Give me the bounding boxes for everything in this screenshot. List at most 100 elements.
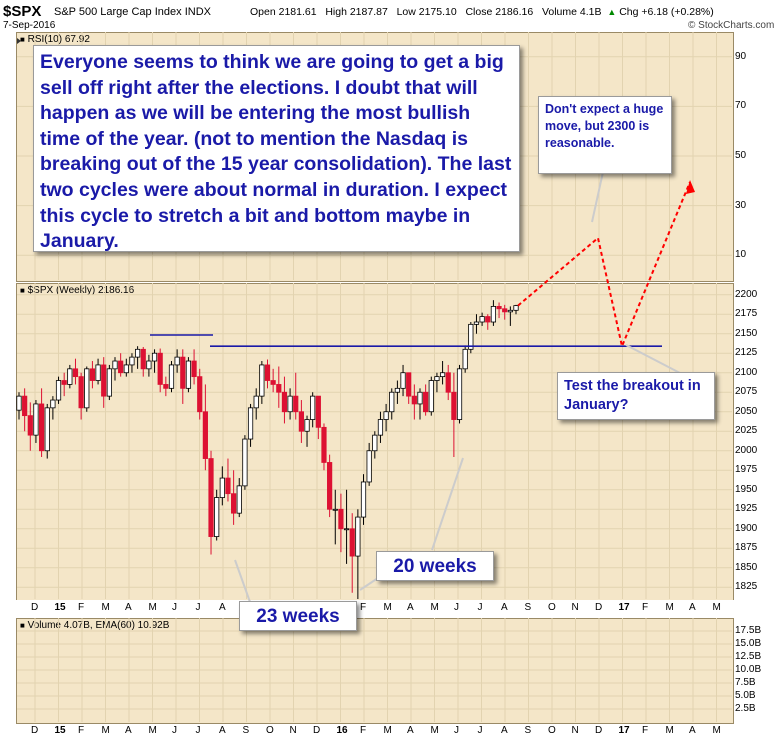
axis-tick-label: 1925 — [735, 503, 758, 515]
x-axis-label: D — [31, 725, 39, 736]
candle-body — [242, 438, 248, 487]
x-axis-label: 15 — [54, 602, 66, 613]
rsi-series-pointer-icon — [17, 38, 21, 44]
x-axis-label: M — [383, 602, 392, 613]
forecast-arrowhead-icon — [686, 180, 695, 194]
candle-body — [338, 508, 344, 530]
exchange-label: INDX — [184, 6, 211, 18]
candle-body — [349, 528, 355, 557]
candle-body — [253, 395, 259, 409]
candle-body — [16, 395, 22, 411]
candle-body — [428, 380, 434, 413]
candle-body — [106, 368, 112, 397]
candlesticks — [16, 300, 519, 599]
candle-body — [468, 323, 474, 350]
brand-label: © StockCharts.com — [688, 20, 775, 31]
pointer-forecast-note — [591, 171, 604, 223]
change-value: Chg +6.18 (+0.28%) — [619, 6, 714, 18]
candle-body — [502, 308, 508, 313]
candle-body — [27, 415, 33, 436]
axis-tick-label: 2000 — [735, 444, 758, 456]
candle-body — [298, 411, 304, 432]
candle-body — [383, 411, 389, 420]
candle-body — [434, 376, 440, 381]
candle-body — [123, 364, 129, 374]
candle-body — [332, 508, 338, 511]
x-axis-label: F — [360, 602, 367, 613]
x-axis-label: M — [712, 602, 721, 613]
candle-body — [22, 395, 28, 417]
candle-body — [214, 497, 220, 537]
axis-tick-label: 2.5B — [735, 703, 756, 714]
candle-body — [513, 305, 519, 311]
candle-body — [456, 368, 463, 420]
x-axis-label: 17 — [618, 602, 630, 613]
x-axis-label: A — [689, 725, 696, 736]
candle-body — [50, 399, 56, 409]
low-value: Low 2175.10 — [396, 6, 457, 18]
candle-body — [129, 356, 135, 366]
rsi-icon: ■ — [20, 35, 25, 44]
candle-body — [89, 368, 96, 381]
candle-body — [174, 356, 180, 366]
candle-body — [151, 352, 158, 362]
candle-body — [157, 352, 163, 385]
pointer-23-weeks — [234, 559, 251, 603]
volume-value: Volume 4.1B — [541, 6, 602, 18]
axis-tick-label: 2075 — [735, 386, 758, 398]
axis-tick-label: 7.5B — [735, 677, 756, 688]
candle-body — [84, 368, 90, 409]
candle-body — [38, 403, 45, 452]
candle-body — [462, 348, 468, 370]
ticker-symbol: $SPX — [3, 3, 42, 20]
axis-tick-label: 17.5B — [735, 625, 762, 636]
axis-tick-label: 2200 — [735, 288, 758, 300]
candle-body — [135, 348, 141, 358]
x-axis-label: M — [430, 725, 439, 736]
x-axis-label: S — [524, 602, 532, 613]
x-axis-label: A — [407, 602, 414, 613]
candle-body — [67, 368, 73, 385]
pointer-breakout-note — [625, 344, 681, 374]
candle-body — [485, 316, 491, 323]
candle-body — [208, 458, 214, 537]
candle-body — [163, 384, 169, 389]
axis-tick-label: 1850 — [735, 561, 758, 573]
candle-body — [259, 364, 265, 397]
axis-tick-label: 1900 — [735, 522, 758, 534]
price-label: ■ $SPX (Weekly) 2186.16 — [20, 285, 134, 296]
main-comment-text: Everyone seems to think we are going to … — [40, 51, 512, 253]
x-axis-label: D — [313, 725, 321, 736]
x-axis-label: D — [595, 602, 603, 613]
candle-body — [72, 368, 79, 378]
candle-body — [168, 364, 175, 389]
candle-body — [360, 481, 367, 518]
quote-date: 7-Sep-2016 — [3, 20, 56, 31]
pointer-20-weeks — [431, 457, 464, 551]
x-axis-label: M — [148, 602, 157, 613]
axis-tick-label: 10.0B — [735, 664, 762, 675]
x-axis-label: 16 — [336, 725, 348, 736]
candle-body — [55, 380, 62, 401]
candle-body — [180, 356, 186, 389]
high-value: High 2187.87 — [325, 6, 388, 18]
price-icon: ■ — [20, 286, 25, 295]
candle-body — [445, 372, 451, 393]
axis-tick-label: 30 — [735, 199, 747, 211]
volume-value-label: Volume 4.07B, EMA(60) 10.92B — [27, 620, 170, 631]
x-axis-label: A — [407, 725, 414, 736]
x-axis-label: M — [665, 725, 674, 736]
x-axis-label: J — [195, 602, 201, 613]
cycle-b-text: 20 weeks — [393, 556, 477, 577]
candle-body — [236, 485, 242, 514]
x-axis-label: M — [148, 725, 157, 736]
cycle-a-text: 23 weeks — [256, 606, 340, 627]
candle-body — [219, 477, 225, 498]
candle-body — [33, 403, 39, 436]
x-axis-label: S — [524, 725, 532, 736]
axis-tick-label: 2050 — [735, 405, 758, 417]
breakout-note-text: Test the breakout in January? — [564, 378, 701, 413]
candle-body — [423, 391, 429, 413]
x-axis-label: F — [642, 725, 649, 736]
x-axis-label: O — [266, 725, 274, 736]
